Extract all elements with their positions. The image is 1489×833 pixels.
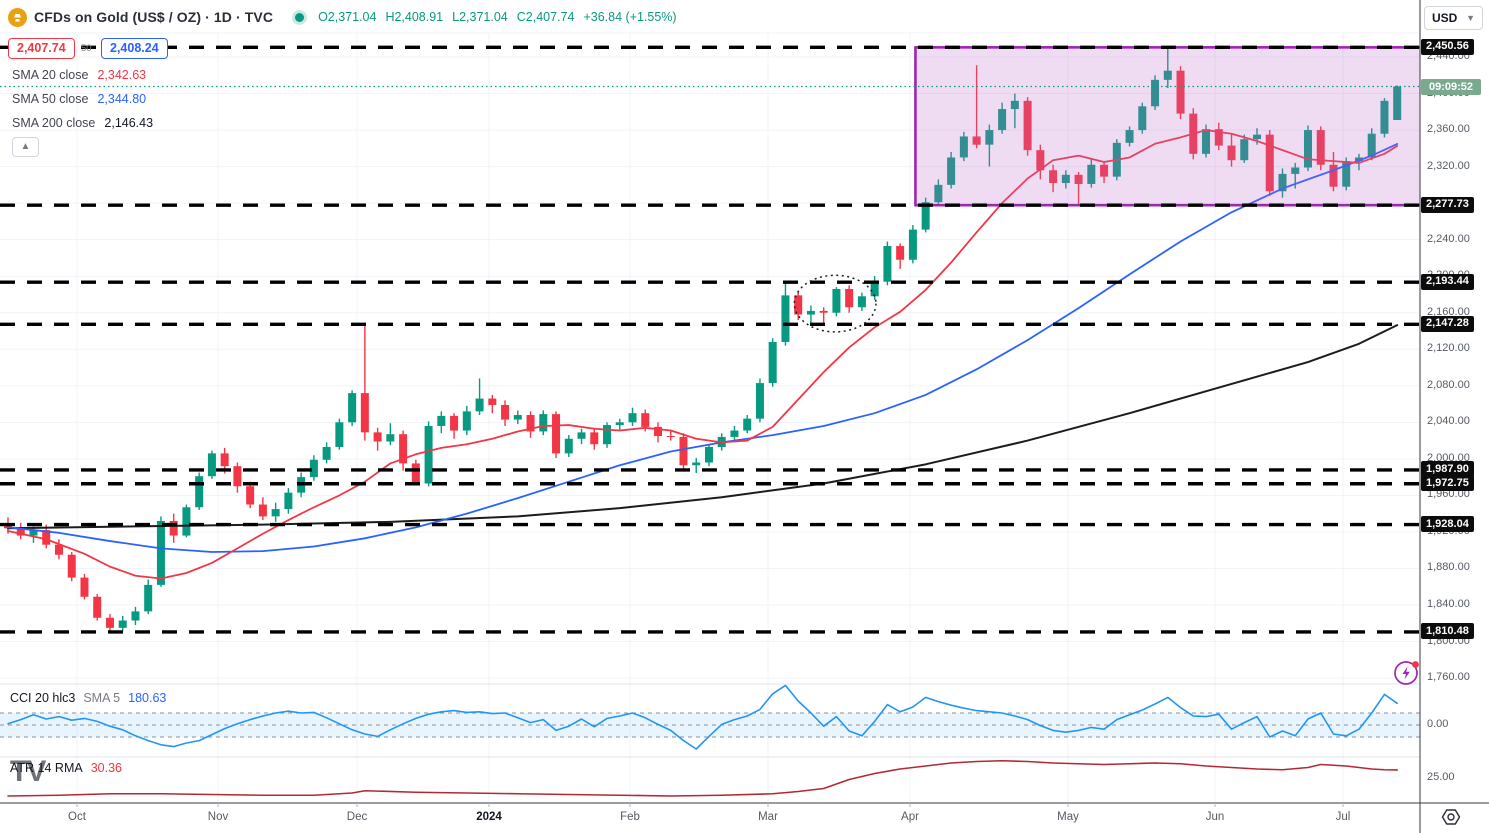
time-axis-month-label: Dec: [346, 811, 368, 823]
atr-value: 30.36: [90, 761, 122, 775]
price-level-label: 2,147.28: [1421, 315, 1474, 332]
highlight-range-box: [914, 46, 1423, 207]
time-axis[interactable]: Oct Nov Dec 2024 Feb Mar Apr May Jun Jul: [0, 803, 1420, 833]
spread-label: 50: [81, 43, 92, 54]
price-tick-label: 1,840.00: [1427, 597, 1470, 610]
price-level-label: 1,972.75: [1421, 475, 1474, 492]
price-tick-label: 1,880.00: [1427, 561, 1470, 574]
market-status-icon: [295, 12, 305, 22]
atr-line: [7, 759, 1399, 797]
legend-row-sma200[interactable]: SMA 200 close 2,146.43: [12, 115, 153, 131]
price-level-label: 1,810.48: [1421, 623, 1474, 640]
time-axis-month-label: Apr: [901, 811, 919, 823]
atr-indicator-label[interactable]: ATR 14 RMA 30.36: [10, 761, 122, 775]
currency-dropdown[interactable]: USD ▼: [1424, 6, 1483, 30]
time-axis-month-label: Jul: [1335, 811, 1351, 823]
candlestick-series: [4, 47, 1402, 632]
bid-price-label[interactable]: 2,407.74: [8, 38, 75, 59]
sma50-name: SMA 50 close: [12, 92, 89, 106]
cci-subtitle: SMA 5: [83, 691, 121, 705]
cci-indicator-label[interactable]: CCI 20 hlc3 SMA 5 180.63: [10, 691, 166, 705]
sma50-value: 2,344.80: [97, 92, 147, 106]
high-value: H2,408.91: [385, 10, 444, 24]
price-tick-label: 1,760.00: [1427, 671, 1470, 684]
ellipse-annotation: [793, 274, 877, 333]
legend-row-sma50[interactable]: SMA 50 close 2,344.80: [12, 91, 146, 107]
sma20-value: 2,342.63: [97, 68, 147, 82]
legend-collapse-button[interactable]: ▲: [12, 137, 39, 157]
price-tick-label: 2,240.00: [1427, 232, 1470, 245]
cci-line: [7, 684, 1399, 750]
bar-countdown-timer: 09:09:52: [1421, 79, 1481, 95]
sma20-name: SMA 20 close: [12, 68, 89, 82]
time-axis-month-label: Mar: [758, 811, 778, 823]
open-value: O2,371.04: [318, 10, 377, 24]
price-tick-label: 2,080.00: [1427, 378, 1470, 391]
time-axis-month-label: Jun: [1205, 811, 1225, 823]
chevron-up-icon: ▲: [20, 141, 31, 152]
ask-price-label[interactable]: 2,408.24: [101, 38, 168, 59]
price-axis[interactable]: 2,440.002,400.002,360.002,320.002,280.00…: [1420, 0, 1489, 803]
price-tick-label: 2,320.00: [1427, 159, 1470, 172]
price-axis-background: [1420, 0, 1489, 833]
cci-value: 180.63: [128, 691, 167, 705]
change-value: +36.84 (+1.55%): [583, 10, 677, 24]
axis-settings-gear-icon[interactable]: [1440, 806, 1462, 828]
legend-row-sma20[interactable]: SMA 20 close 2,342.63: [12, 67, 146, 83]
chevron-down-icon: ▼: [1466, 13, 1475, 23]
price-level-label: 2,450.56: [1421, 38, 1474, 55]
atr-title: ATR 14 RMA: [10, 761, 83, 775]
time-axis-month-label: May: [1057, 811, 1079, 823]
gridlines: [0, 32, 1420, 803]
atr-tick: 25.00: [1427, 771, 1455, 783]
time-axis-month-label: Nov: [207, 811, 229, 823]
cci-title: CCI 20 hlc3: [10, 691, 76, 705]
close-value: C2,407.74: [516, 10, 575, 24]
chart-header: CFDs on Gold (US$ / OZ) · 1D · TVC O2,37…: [8, 5, 677, 29]
price-tick-label: 2,160.00: [1427, 305, 1470, 318]
sma200-name: SMA 200 close: [12, 116, 96, 130]
gold-coin-icon: [8, 7, 27, 27]
tradingview-logo-watermark: TV: [10, 755, 46, 788]
sma200-value: 2,146.43: [104, 116, 154, 130]
price-tick-label: 2,360.00: [1427, 123, 1470, 136]
price-tick-label: 2,120.00: [1427, 342, 1470, 355]
currency-value: USD: [1432, 11, 1458, 25]
price-level-label: 2,193.44: [1421, 273, 1474, 290]
alerts-lightning-icon[interactable]: [1392, 658, 1422, 688]
time-axis-month-label: Feb: [620, 811, 640, 823]
price-level-label: 2,277.73: [1421, 196, 1474, 213]
low-value: L2,371.04: [452, 10, 508, 24]
price-tick-label: 2,040.00: [1427, 415, 1470, 428]
ohlc-readout: O2,371.04 H2,408.91 L2,371.04 C2,407.74 …: [318, 10, 677, 24]
time-axis-month-label: 2024: [476, 811, 502, 823]
cci-band: [0, 712, 1420, 738]
cci-zero-tick: 0.00: [1427, 718, 1449, 730]
symbol-title[interactable]: CFDs on Gold (US$ / OZ) · 1D · TVC: [34, 9, 274, 25]
price-level-lines: [0, 45, 1420, 634]
price-level-label: 1,987.90: [1421, 461, 1474, 478]
time-axis-month-label: Oct: [68, 811, 86, 823]
price-tick-label: 1,960.00: [1427, 488, 1470, 501]
price-level-label: 1,928.04: [1421, 516, 1474, 533]
price-tick-label: 2,000.00: [1427, 451, 1470, 464]
